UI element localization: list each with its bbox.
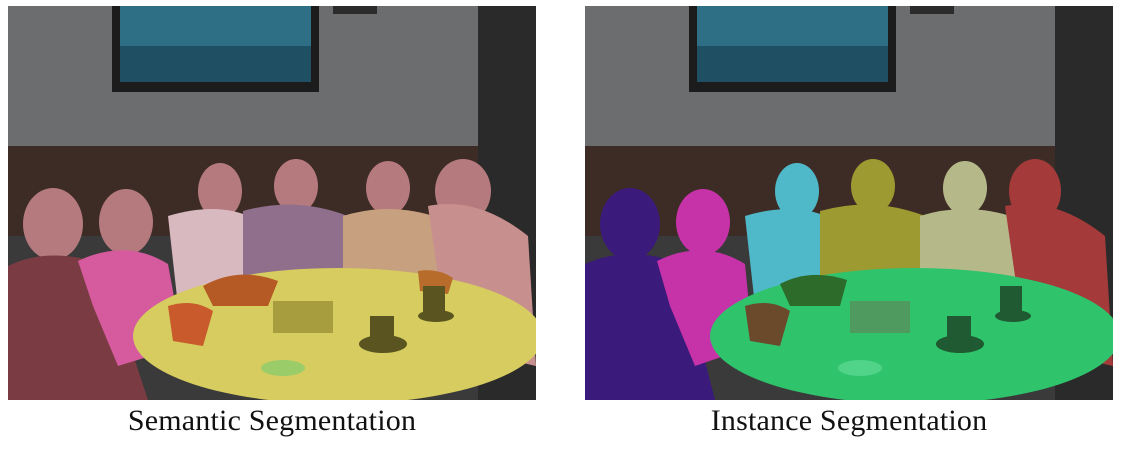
- table-items: [838, 286, 1031, 376]
- instance-segmentation-image: [585, 6, 1113, 400]
- semantic-segmentation-scene: [8, 6, 536, 400]
- person-instance-4: [820, 159, 925, 281]
- instance-segmentation-scene: [585, 6, 1113, 400]
- wall-lamp: [333, 6, 377, 14]
- instance-segmentation-caption: Instance Segmentation: [710, 404, 988, 437]
- semantic-segmentation-image: [8, 6, 536, 400]
- wall-lamp: [910, 6, 954, 14]
- plant-instance: [745, 302, 790, 346]
- person-instance-5: [920, 161, 1017, 286]
- table-items: [261, 286, 454, 376]
- plant-region: [168, 302, 213, 346]
- person-region: [8, 159, 536, 400]
- semantic-segmentation-caption: Semantic Segmentation: [127, 404, 417, 437]
